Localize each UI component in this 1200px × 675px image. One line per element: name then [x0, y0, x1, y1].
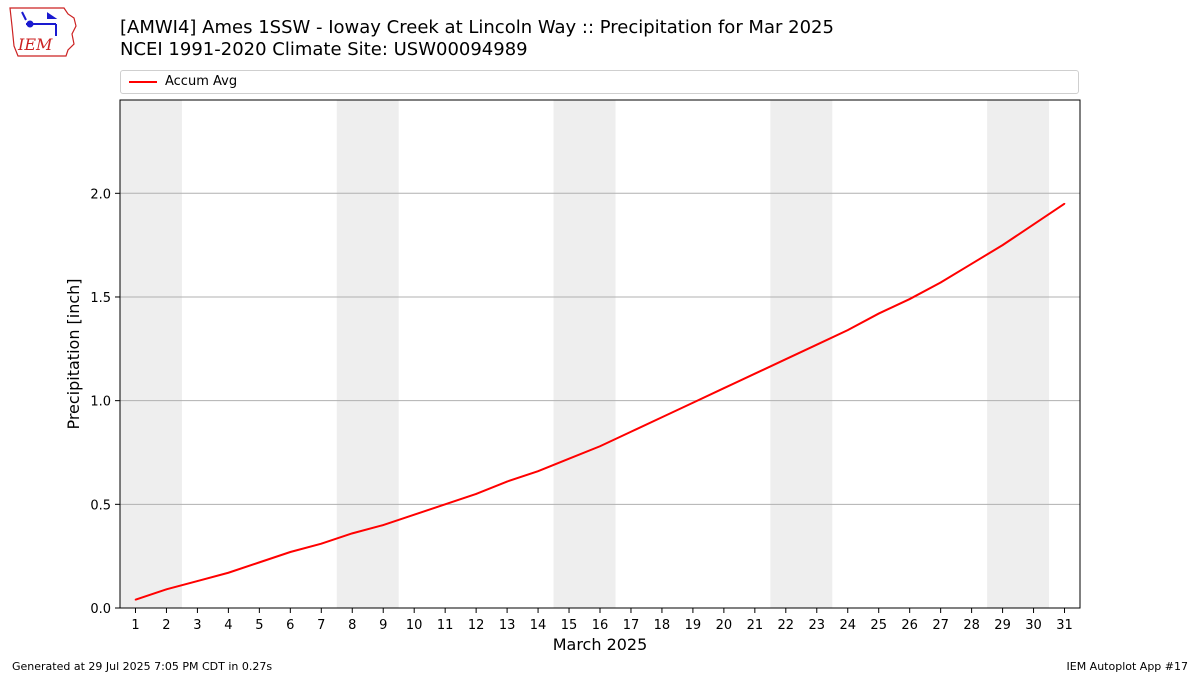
data-point	[1001, 244, 1004, 246]
data-point	[227, 571, 230, 574]
data-point	[351, 532, 354, 535]
data-point	[692, 401, 694, 404]
y-tick-label: 0.0	[90, 602, 111, 617]
y-tick-label: 1.5	[90, 291, 111, 306]
x-tick-label: 23	[809, 618, 826, 633]
chart-subtitle: NCEI 1991-2020 Climate Site: USW00094989	[120, 39, 528, 60]
data-point	[1032, 223, 1035, 226]
x-tick-label: 25	[870, 618, 887, 633]
x-tick-label: 22	[778, 618, 795, 633]
x-tick-label: 5	[255, 618, 263, 633]
data-point	[846, 329, 849, 331]
data-point	[970, 263, 973, 265]
x-tick-label: 11	[437, 618, 454, 633]
data-point	[661, 416, 663, 419]
x-tick-label: 16	[592, 618, 609, 633]
data-point	[258, 561, 261, 564]
data-point	[413, 513, 415, 516]
x-tick-label: 3	[193, 618, 201, 633]
weekend-band	[120, 100, 182, 608]
x-tick-label: 2	[162, 618, 170, 633]
data-point	[165, 588, 168, 591]
x-tick-label: 7	[317, 618, 325, 633]
x-tick-label: 24	[839, 618, 856, 633]
x-tick-label: 29	[994, 618, 1011, 633]
weekend-band	[770, 100, 833, 608]
data-point	[754, 372, 756, 375]
y-tick-label: 1.0	[90, 395, 111, 410]
x-tick-label: 26	[901, 618, 918, 633]
footer-generated: Generated at 29 Jul 2025 7:05 PM CDT in …	[12, 660, 273, 673]
data-point	[537, 470, 539, 472]
weekend-band	[553, 100, 616, 608]
data-point	[939, 281, 942, 284]
weekend-band	[336, 100, 399, 608]
x-tick-label: 6	[286, 618, 294, 633]
data-point	[908, 298, 911, 300]
footer-app: IEM Autoplot App #17	[1066, 660, 1189, 673]
data-point	[134, 598, 137, 601]
data-point	[599, 445, 601, 448]
iowa-map-logo-icon: IEM	[9, 7, 77, 57]
x-tick-label: 4	[224, 618, 232, 633]
x-tick-label: 21	[747, 618, 764, 633]
x-tick-label: 14	[530, 618, 547, 633]
data-point	[630, 430, 632, 433]
y-axis-label: Precipitation [inch]	[64, 278, 83, 429]
x-tick-label: 12	[468, 618, 485, 633]
x-tick-label: 1	[131, 618, 139, 633]
x-axis-label: March 2025	[553, 635, 648, 654]
x-tick-label: 9	[379, 618, 387, 633]
x-tick-label: 27	[932, 618, 949, 633]
legend-line-swatch	[129, 81, 157, 83]
data-point	[196, 580, 199, 582]
y-tick-label: 0.5	[90, 498, 111, 513]
data-point	[382, 524, 385, 526]
x-tick-label: 31	[1056, 618, 1073, 633]
data-point	[568, 457, 570, 460]
iem-logo: IEM	[8, 6, 80, 62]
chart-title: [AMWI4] Ames 1SSW - Ioway Creek at Linco…	[120, 17, 834, 38]
x-tick-label: 17	[623, 618, 640, 633]
data-point	[877, 312, 880, 315]
data-point	[815, 343, 818, 346]
data-point	[1063, 202, 1066, 205]
data-point	[723, 387, 725, 390]
x-tick-label: 13	[499, 618, 516, 633]
data-point	[475, 493, 477, 495]
legend: Accum Avg	[120, 70, 1079, 94]
x-tick-label: 8	[348, 618, 356, 633]
x-tick-label: 19	[685, 618, 702, 633]
legend-label-accum-avg: Accum Avg	[165, 74, 238, 89]
weekend-band	[987, 100, 1050, 608]
x-tick-label: 18	[654, 618, 671, 633]
data-point	[289, 551, 292, 553]
data-point	[444, 503, 446, 506]
y-tick-label: 2.0	[90, 187, 111, 202]
x-tick-label: 15	[561, 618, 578, 633]
data-point	[320, 542, 323, 545]
x-tick-label: 28	[963, 618, 980, 633]
x-tick-label: 10	[406, 618, 423, 633]
data-point	[506, 480, 508, 483]
x-tick-label: 30	[1025, 618, 1042, 633]
data-point	[785, 358, 787, 360]
logo-text: IEM	[17, 35, 53, 54]
x-tick-label: 20	[716, 618, 733, 633]
